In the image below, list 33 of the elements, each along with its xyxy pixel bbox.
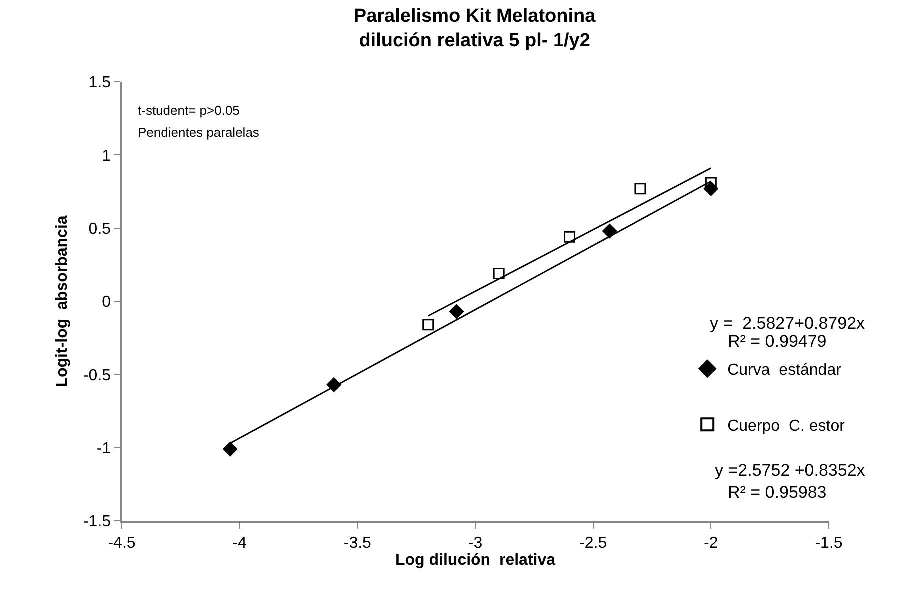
annotation: y = 2.5827+0.8792x (710, 314, 866, 333)
y-tick-label: 0 (102, 294, 112, 312)
x-tick-label: -4 (232, 534, 248, 552)
point (493, 268, 505, 280)
annotation: Pendientes paralelas (138, 125, 260, 140)
x-tick-label: -2 (704, 534, 718, 552)
point (602, 224, 618, 239)
legend-label: Curva estándar (728, 362, 842, 380)
point (326, 378, 342, 392)
chart-title: Paralelismo Kit Melatonina dilución relativa 5 pl- 1/y2 (354, 6, 596, 52)
y-tick-label: 1.5 (88, 74, 112, 92)
annotation: R² = 0.95983 (728, 483, 827, 502)
point (223, 442, 238, 457)
y-tick-label: -0.5 (83, 367, 112, 384)
annotation: t-student= p>0.05 (138, 103, 240, 118)
point (634, 183, 646, 195)
point (564, 231, 576, 243)
x-tick-label: -1.5 (815, 534, 843, 552)
point (449, 304, 464, 319)
x-tick-label: -4.5 (108, 534, 136, 552)
x-tick-label: -2.5 (580, 534, 608, 552)
x-tick-label: -3 (468, 534, 483, 552)
y-tick-label: 0.5 (88, 220, 112, 238)
annotation: R² = 0.99479 (728, 332, 827, 351)
y-tick-label: 1 (102, 148, 112, 165)
x-tick-label: -3.5 (344, 534, 372, 552)
annotation: y =2.5752 +0.8352x (715, 461, 866, 480)
x-axis-title: Log dilución relativa (395, 552, 556, 569)
y-axis-title: Logit-log absorbancia (54, 216, 71, 388)
y-tick-label: -1 (96, 440, 112, 458)
point (422, 319, 434, 331)
y-tick-label: -1.5 (83, 514, 112, 531)
legend-label: Cuerpo C. estor (728, 418, 846, 435)
